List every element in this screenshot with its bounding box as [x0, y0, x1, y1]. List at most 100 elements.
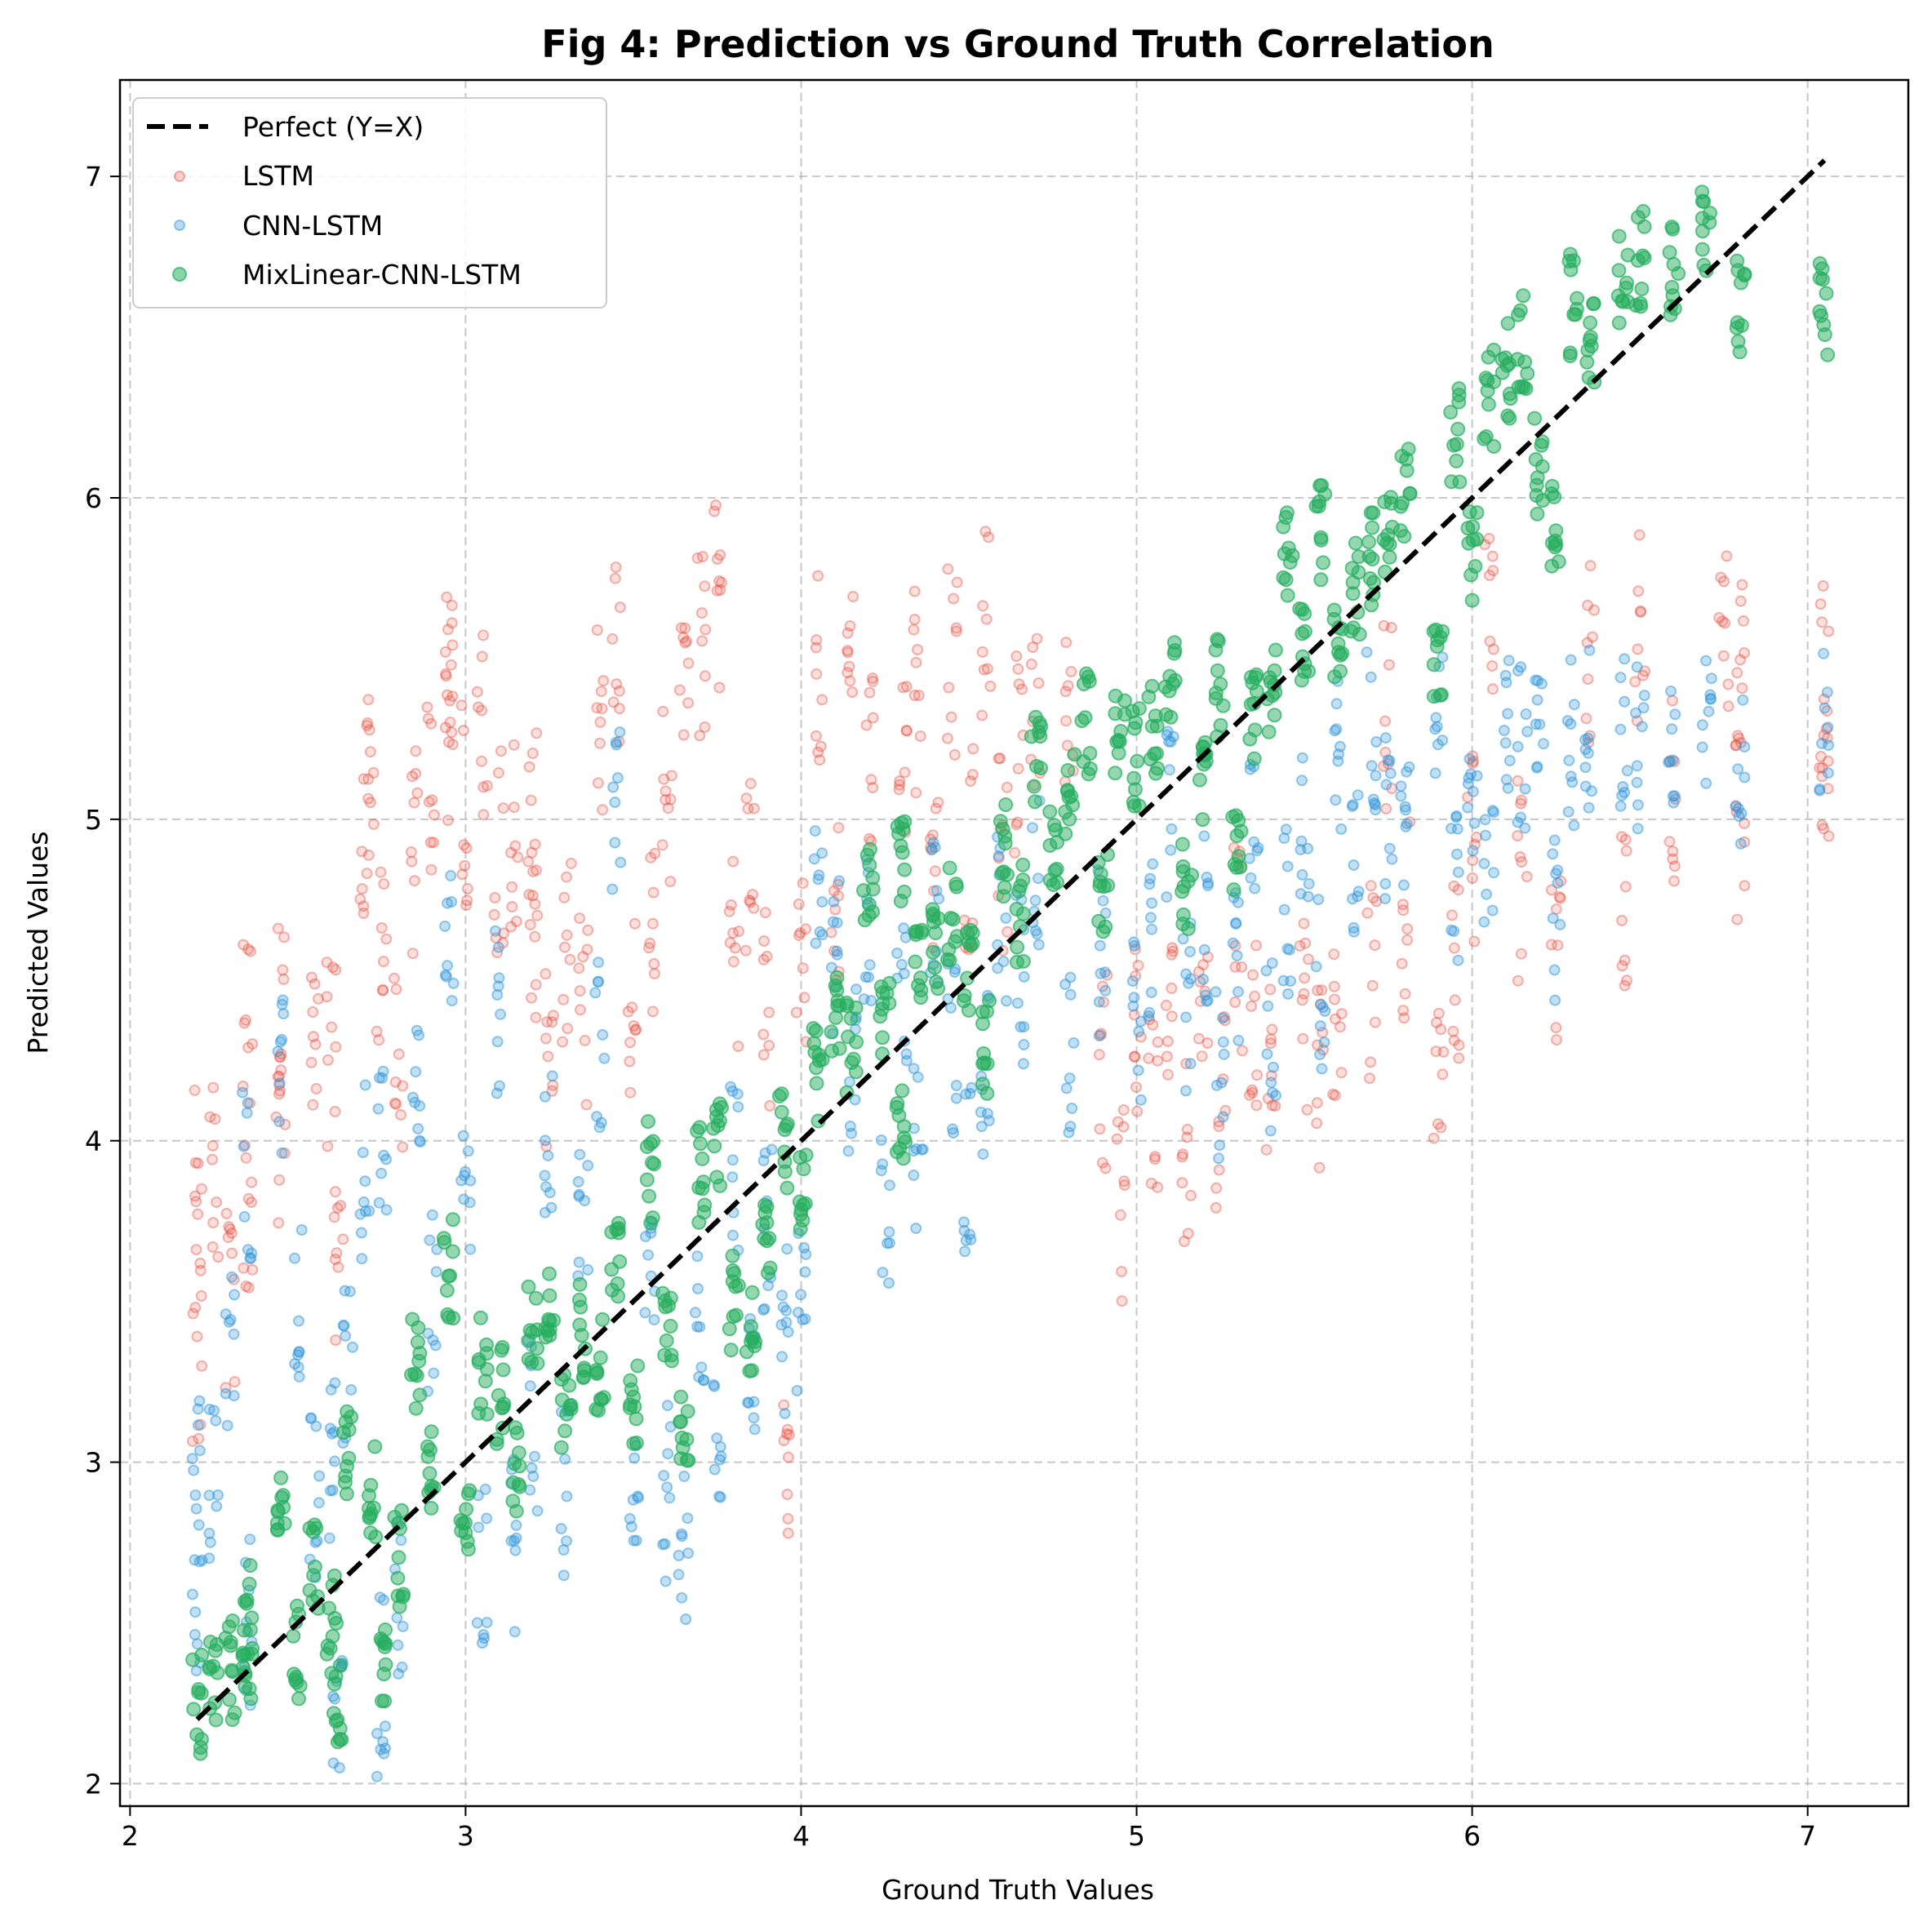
- lstm-point: [606, 633, 619, 645]
- cnn-lstm-point: [226, 1271, 238, 1283]
- mixlinear-point: [309, 1520, 324, 1536]
- lstm-point: [1229, 961, 1241, 973]
- lstm-point: [860, 719, 873, 731]
- cnn-lstm-point: [561, 1535, 572, 1547]
- lstm-point: [757, 1049, 770, 1061]
- lstm-point: [529, 930, 541, 943]
- mixlinear-point: [489, 1436, 504, 1451]
- lstm-point: [573, 962, 585, 974]
- cnn-lstm-point: [1127, 1000, 1139, 1012]
- lstm-point: [476, 755, 487, 767]
- lstm-point: [428, 809, 440, 821]
- mixlinear-point: [424, 1424, 439, 1440]
- cnn-lstm-point: [1218, 1048, 1230, 1060]
- lstm-point: [798, 992, 811, 1004]
- cnn-lstm-point: [615, 856, 627, 868]
- cnn-lstm-point: [457, 1130, 469, 1142]
- lstm-point: [1266, 1023, 1278, 1036]
- lstm-point: [1584, 560, 1597, 572]
- mixlinear-point: [445, 1212, 460, 1227]
- mixlinear-point: [339, 1486, 354, 1502]
- lstm-point: [950, 622, 962, 634]
- lstm-point: [759, 907, 771, 919]
- cnn-lstm-point: [678, 1470, 691, 1482]
- cnn-lstm-point: [1000, 912, 1012, 924]
- cnn-lstm-point: [1531, 694, 1543, 706]
- lstm-point: [757, 1028, 770, 1041]
- lstm-point: [190, 1196, 202, 1208]
- cnn-lstm-point: [410, 1066, 422, 1078]
- lstm-point: [358, 773, 370, 785]
- legend-perfect-label: Perfect (Y=X): [242, 111, 424, 143]
- mixlinear-point: [628, 1436, 644, 1450]
- mixlinear-point: [611, 1289, 626, 1304]
- lstm-point: [966, 769, 979, 781]
- mixlinear-point: [1512, 303, 1528, 318]
- lstm-point: [1487, 643, 1499, 655]
- cnn-lstm-point: [460, 1165, 472, 1178]
- cnn-lstm-point: [1199, 989, 1211, 1001]
- mixlinear-point: [1148, 766, 1163, 781]
- mixlinear-point: [362, 1488, 376, 1503]
- cnn-lstm-point: [223, 1316, 235, 1328]
- lstm-point: [660, 794, 672, 806]
- lstm-point: [797, 962, 809, 974]
- y-tick-label: 6: [85, 482, 102, 514]
- cnn-lstm-point: [698, 1374, 710, 1387]
- lstm-point: [1244, 1089, 1255, 1101]
- cnn-lstm-point: [759, 1147, 771, 1159]
- lstm-point: [1484, 635, 1496, 647]
- lstm-point: [1448, 1034, 1460, 1046]
- y-tick-label: 5: [85, 804, 102, 836]
- lstm-point: [1298, 917, 1310, 930]
- lstm-point: [1551, 1034, 1563, 1045]
- cnn-lstm-point: [833, 875, 846, 887]
- lstm-point: [664, 876, 677, 888]
- lstm-point: [1303, 953, 1314, 966]
- cnn-lstm-point: [574, 1148, 586, 1161]
- lstm-point: [757, 953, 770, 966]
- lstm-point: [212, 1251, 224, 1263]
- mixlinear-point: [1694, 193, 1710, 209]
- cnn-lstm-point: [324, 1485, 336, 1497]
- mixlinear-point: [1344, 624, 1359, 639]
- data-points: [185, 184, 1836, 1782]
- mixlinear-point: [1503, 391, 1518, 406]
- lstm-point: [1010, 650, 1023, 662]
- mixlinear-point: [957, 988, 972, 1003]
- mixlinear-point: [673, 1389, 689, 1405]
- cnn-lstm-point: [1819, 702, 1831, 714]
- cnn-lstm-point: [1027, 822, 1038, 834]
- mixlinear-point: [856, 883, 871, 899]
- lstm-point: [725, 899, 737, 911]
- lstm-point: [1385, 622, 1397, 633]
- lstm-point: [1668, 875, 1681, 887]
- mixlinear-point: [771, 1089, 787, 1103]
- lstm-point: [729, 942, 741, 954]
- cnn-lstm-point: [573, 1256, 585, 1268]
- cnn-lstm-point: [493, 1080, 505, 1092]
- cnn-lstm-point: [292, 1361, 304, 1374]
- cnn-lstm-point: [1397, 879, 1410, 891]
- lstm-point: [763, 1006, 775, 1019]
- cnn-lstm-point: [1568, 699, 1580, 711]
- mixlinear-point: [1365, 552, 1380, 566]
- lstm-point: [1167, 945, 1179, 957]
- cnn-lstm-point: [692, 1283, 704, 1294]
- cnn-lstm-point: [1064, 988, 1077, 1001]
- cnn-lstm-point: [627, 1494, 639, 1506]
- lstm-point: [189, 1156, 202, 1169]
- cnn-lstm-point: [329, 1455, 341, 1467]
- mixlinear-point: [1028, 709, 1043, 725]
- lstm-point: [864, 686, 876, 699]
- mixlinear-point: [223, 1635, 238, 1650]
- mixlinear-point: [895, 845, 910, 860]
- mixlinear-point: [1628, 298, 1644, 313]
- cnn-lstm-point: [611, 772, 624, 784]
- lstm-point: [629, 1024, 642, 1037]
- lstm-point: [1580, 712, 1592, 725]
- cnn-lstm-point: [658, 1470, 670, 1481]
- cnn-lstm-point: [606, 883, 619, 895]
- cnn-lstm-point: [1184, 946, 1196, 957]
- cnn-lstm-point: [1583, 644, 1596, 656]
